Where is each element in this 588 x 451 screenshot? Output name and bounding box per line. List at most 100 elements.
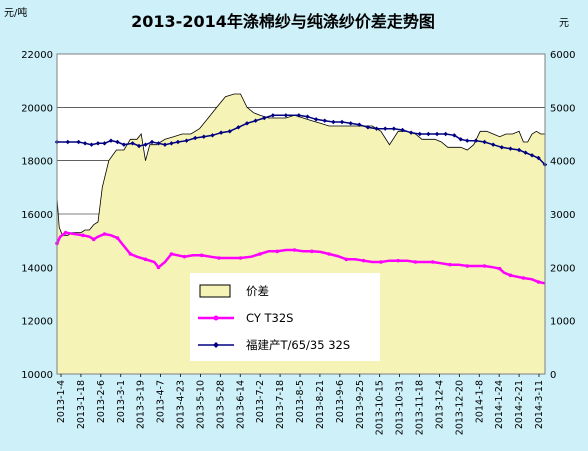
point-fujian (523, 150, 528, 155)
x-tick-label: 2013-8-5 (295, 380, 306, 423)
x-tick-label: 2013-9-6 (335, 380, 346, 423)
point-fujian (184, 138, 189, 143)
point-fujian (156, 141, 161, 146)
right-tick-label: 5000 (550, 103, 575, 114)
right-tick-label: 6000 (550, 50, 575, 61)
point-fujian (417, 131, 422, 137)
point-cy (115, 236, 120, 240)
point-fujian (516, 147, 522, 153)
point-cy (536, 280, 541, 284)
point-cy (497, 266, 502, 271)
point-cy (413, 260, 418, 264)
point-cy (379, 260, 383, 264)
x-tick-label: 2013-6-14 (235, 380, 246, 429)
right-tick-label: 3000 (550, 210, 575, 221)
point-fujian (244, 121, 250, 126)
left-tick-label: 16000 (21, 210, 53, 221)
point-fujian (192, 135, 198, 141)
x-tick-label: 2013-10-31 (395, 380, 406, 435)
point-fujian (95, 141, 101, 146)
point-fujian (408, 130, 414, 135)
x-tick-label: 2013-4-23 (176, 380, 187, 429)
point-cy (275, 249, 280, 254)
x-tick-label: 2013-2-6 (96, 380, 107, 423)
spread-area (57, 94, 545, 374)
point-fujian (210, 133, 215, 138)
point-cy (182, 254, 187, 259)
point-cy (169, 252, 174, 256)
point-cy (430, 260, 435, 264)
point-fujian (169, 141, 174, 146)
point-cy (344, 257, 349, 262)
point-cy (81, 233, 85, 238)
point-cy (238, 256, 243, 260)
point-fujian (175, 139, 181, 145)
point-cy (143, 257, 148, 262)
point-cy (217, 256, 221, 260)
point-fujian (296, 113, 302, 118)
point-cy (465, 264, 470, 268)
point-fujian (357, 122, 362, 127)
x-tick-label: 2013-3-19 (136, 380, 147, 429)
point-fujian (426, 131, 431, 137)
point-fujian (313, 117, 319, 122)
spread-area-outline (56, 93, 545, 236)
x-tick-label: 2013-5-10 (195, 380, 206, 429)
left-tick-label: 22000 (21, 50, 53, 61)
left-tick-label: 14000 (21, 263, 53, 274)
legend-label-spread: 价差 (246, 284, 269, 298)
x-tick-label: 2013-9-25 (355, 380, 366, 429)
point-fujian (365, 125, 371, 130)
legend-label-fujian: 福建产T/65/35 32S (246, 338, 350, 352)
x-tick-label: 2013-7-2 (255, 380, 266, 423)
point-cy (448, 262, 452, 267)
right-tick-label: 0 (550, 370, 556, 381)
chart-title: 2013-2014年涤棉纱与纯涤纱价差走势图 (131, 12, 435, 31)
point-fujian (473, 138, 479, 143)
x-tick-label: 2013-10-15 (375, 380, 386, 435)
x-tick-label: 2013-3-1 (116, 380, 127, 423)
point-fujian (482, 139, 487, 145)
legend: 价差 CY T32S 福建产T/65/35 32S (190, 273, 380, 361)
point-fujian (262, 115, 267, 121)
legend-marker-fujian (213, 342, 219, 348)
plot-border (56, 53, 546, 375)
point-fujian (529, 153, 535, 158)
series-line-cy (55, 231, 546, 285)
point-cy (327, 252, 331, 256)
spread-area-series (56, 93, 545, 374)
point-fujian (270, 113, 276, 118)
point-cy (128, 252, 133, 256)
left-tick-label: 12000 (21, 317, 53, 328)
x-tick-label: 2013-4-7 (156, 380, 167, 423)
point-fujian (236, 125, 241, 130)
point-fujian (227, 129, 232, 134)
x-tick-label: 2013-7-18 (275, 380, 286, 429)
x-tick-label: 2013-1-18 (76, 380, 87, 429)
left-axis-ticks: 10000 12000 14000 16000 18000 20000 22000 (21, 50, 53, 381)
point-fujian (452, 133, 457, 138)
point-cy (91, 237, 96, 242)
point-fujian (374, 126, 379, 131)
right-tick-label: 1000 (550, 317, 575, 328)
point-fujian (383, 126, 388, 131)
right-tick-label: 2000 (550, 263, 575, 274)
point-cy (396, 258, 400, 263)
point-fujian (136, 143, 142, 149)
point-cy (258, 252, 262, 256)
point-fujian (391, 126, 397, 131)
point-cy (63, 230, 68, 235)
left-axis-unit: 元/吨 (4, 6, 27, 19)
point-cy (521, 276, 526, 280)
point-fujian (339, 119, 345, 125)
point-fujian (143, 142, 148, 147)
point-fujian (400, 127, 405, 133)
point-fujian (130, 141, 135, 146)
x-tick-label: 2013-1-4 (56, 380, 67, 423)
point-fujian (162, 142, 168, 147)
point-cy (361, 258, 366, 263)
point-fujian (508, 146, 513, 151)
point-fujian (149, 139, 155, 145)
point-fujian (305, 114, 310, 119)
